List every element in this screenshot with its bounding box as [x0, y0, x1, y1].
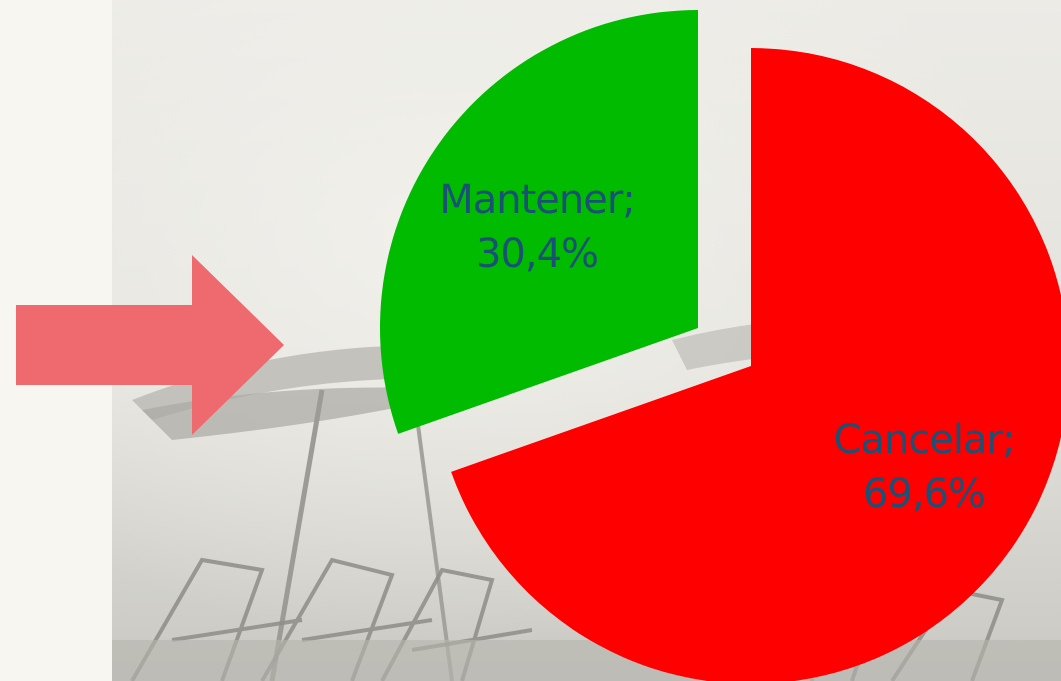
pie-slice-cancelar [451, 48, 1061, 681]
data-label-mantener: Mantener; 30,4% [439, 177, 635, 277]
arrow-right-icon [16, 255, 284, 435]
data-label-cancelar: Cancelar; 69,6% [834, 417, 1015, 517]
pie-slice-mantener [379, 10, 698, 434]
